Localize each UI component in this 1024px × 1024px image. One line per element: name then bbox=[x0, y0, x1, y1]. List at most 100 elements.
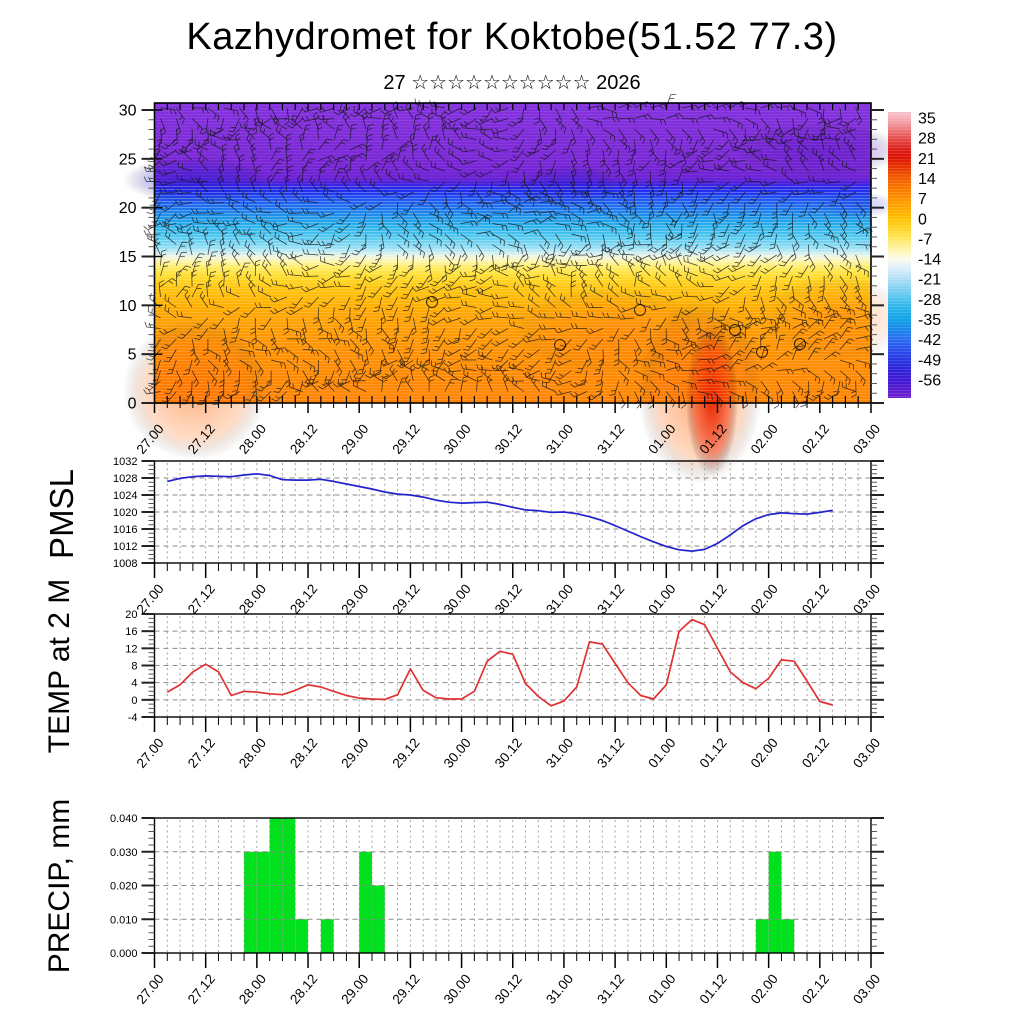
svg-text:29.00: 29.00 bbox=[338, 581, 371, 617]
svg-text:30.00: 30.00 bbox=[441, 421, 474, 457]
svg-text:02.00: 02.00 bbox=[748, 581, 781, 617]
svg-text:28.00: 28.00 bbox=[236, 581, 269, 617]
svg-text:29.00: 29.00 bbox=[338, 421, 371, 457]
svg-text:29.00: 29.00 bbox=[338, 971, 371, 1007]
svg-text:28.12: 28.12 bbox=[287, 421, 320, 457]
svg-text:03.00: 03.00 bbox=[850, 735, 883, 771]
svg-text:31.12: 31.12 bbox=[594, 421, 627, 457]
precip-bar bbox=[320, 919, 334, 953]
page-title: Kazhydromet for Koktobe(51.52 77.3) bbox=[186, 16, 838, 58]
svg-text:-49: -49 bbox=[918, 352, 941, 369]
svg-text:35: 35 bbox=[918, 111, 936, 128]
svg-text:03.00: 03.00 bbox=[850, 581, 883, 617]
svg-text:7: 7 bbox=[918, 191, 927, 208]
pmsl-panel: 1008 1012 1016 1020 1024 1028 1032 27.00 27.12 28… bbox=[113, 456, 884, 617]
svg-text:31.00: 31.00 bbox=[543, 971, 576, 1007]
svg-text:01.00: 01.00 bbox=[645, 581, 678, 617]
svg-text:01.12: 01.12 bbox=[697, 971, 730, 1007]
precip-bar bbox=[781, 919, 795, 953]
precip-panel: 0.000 0.010 0.020 0.030 0.040 27.00 27.12 28.00… bbox=[110, 813, 884, 1007]
svg-text:1016: 1016 bbox=[113, 524, 137, 536]
svg-text:28.12: 28.12 bbox=[287, 581, 320, 617]
colorbar: 35 28 21 14 7 0 -7 -14 -21 -28 -35 -42 -49 -56 bbox=[888, 111, 941, 398]
svg-text:1008: 1008 bbox=[113, 558, 137, 570]
svg-text:1012: 1012 bbox=[113, 541, 137, 553]
svg-text:-42: -42 bbox=[918, 332, 941, 349]
svg-text:-21: -21 bbox=[918, 272, 941, 289]
svg-text:0.010: 0.010 bbox=[110, 914, 138, 926]
svg-text:28.00: 28.00 bbox=[236, 735, 269, 771]
svg-text:0.020: 0.020 bbox=[110, 881, 138, 893]
svg-text:02.12: 02.12 bbox=[799, 971, 832, 1007]
precip-bar bbox=[244, 851, 257, 953]
svg-text:02.00: 02.00 bbox=[748, 971, 781, 1007]
svg-text:31.12: 31.12 bbox=[594, 971, 627, 1007]
svg-text:20: 20 bbox=[125, 609, 137, 621]
svg-text:0.040: 0.040 bbox=[110, 813, 138, 825]
svg-text:03.00: 03.00 bbox=[850, 421, 883, 457]
svg-text:02.12: 02.12 bbox=[799, 581, 832, 617]
precip-bar bbox=[768, 851, 782, 953]
svg-text:-4: -4 bbox=[128, 712, 138, 724]
svg-text:31.12: 31.12 bbox=[594, 735, 627, 771]
svg-text:30.12: 30.12 bbox=[492, 735, 525, 771]
svg-text:21: 21 bbox=[918, 151, 936, 168]
svg-text:03.00: 03.00 bbox=[850, 971, 883, 1007]
svg-text:28.00: 28.00 bbox=[236, 971, 269, 1007]
svg-text:0: 0 bbox=[128, 396, 137, 413]
svg-text:01.00: 01.00 bbox=[645, 735, 678, 771]
svg-text:27.12: 27.12 bbox=[185, 735, 218, 771]
svg-text:02.12: 02.12 bbox=[799, 735, 832, 771]
svg-text:30.12: 30.12 bbox=[492, 971, 525, 1007]
svg-text:29.12: 29.12 bbox=[389, 421, 422, 457]
svg-text:12: 12 bbox=[125, 643, 137, 655]
svg-text:28: 28 bbox=[918, 131, 936, 148]
svg-text:27.00: 27.00 bbox=[134, 971, 167, 1007]
svg-text:1020: 1020 bbox=[113, 507, 137, 519]
svg-text:29.12: 29.12 bbox=[389, 735, 422, 771]
svg-text:29.12: 29.12 bbox=[389, 581, 422, 617]
svg-text:-56: -56 bbox=[918, 372, 941, 389]
svg-text:20: 20 bbox=[119, 200, 137, 217]
svg-text:25: 25 bbox=[119, 151, 137, 168]
svg-text:27.12: 27.12 bbox=[185, 971, 218, 1007]
svg-text:29.00: 29.00 bbox=[338, 735, 371, 771]
svg-text:30.00: 30.00 bbox=[441, 735, 474, 771]
svg-text:0.030: 0.030 bbox=[110, 847, 138, 859]
svg-text:5: 5 bbox=[128, 347, 137, 364]
precip-bar bbox=[359, 851, 373, 953]
svg-text:-28: -28 bbox=[918, 292, 941, 309]
svg-text:14: 14 bbox=[918, 171, 936, 188]
precip-bar bbox=[755, 919, 769, 953]
svg-text:02.12: 02.12 bbox=[799, 421, 832, 457]
temp2m-line bbox=[166, 618, 833, 707]
svg-text:30.12: 30.12 bbox=[492, 421, 525, 457]
svg-text:28.12: 28.12 bbox=[287, 971, 320, 1007]
svg-text:28.12: 28.12 bbox=[287, 735, 320, 771]
svg-text:01.12: 01.12 bbox=[697, 581, 730, 617]
svg-text:16: 16 bbox=[125, 626, 137, 638]
svg-text:4: 4 bbox=[131, 678, 137, 690]
svg-text:02.00: 02.00 bbox=[748, 735, 781, 771]
svg-text:30: 30 bbox=[119, 103, 137, 120]
svg-text:30.00: 30.00 bbox=[441, 971, 474, 1007]
temp2m-panel: -4 0 4 8 12 16 20 27.00 27.12 28.00 28.12 29.00 29.1… bbox=[125, 609, 884, 771]
svg-text:-14: -14 bbox=[918, 252, 941, 269]
svg-text:0: 0 bbox=[918, 211, 927, 228]
svg-text:0: 0 bbox=[131, 695, 137, 707]
svg-text:31.00: 31.00 bbox=[543, 735, 576, 771]
svg-text:31.00: 31.00 bbox=[543, 581, 576, 617]
precip-bar bbox=[372, 885, 385, 953]
svg-text:01.00: 01.00 bbox=[645, 971, 678, 1007]
svg-text:0.000: 0.000 bbox=[110, 948, 138, 960]
svg-text:-35: -35 bbox=[918, 312, 941, 329]
svg-text:27.00: 27.00 bbox=[134, 735, 167, 771]
svg-text:1024: 1024 bbox=[113, 490, 137, 502]
svg-text:27.12: 27.12 bbox=[185, 581, 218, 617]
svg-text:8: 8 bbox=[131, 661, 137, 673]
svg-text:31.00: 31.00 bbox=[543, 421, 576, 457]
svg-text:30.12: 30.12 bbox=[492, 581, 525, 617]
svg-text:-7: -7 bbox=[918, 231, 932, 248]
